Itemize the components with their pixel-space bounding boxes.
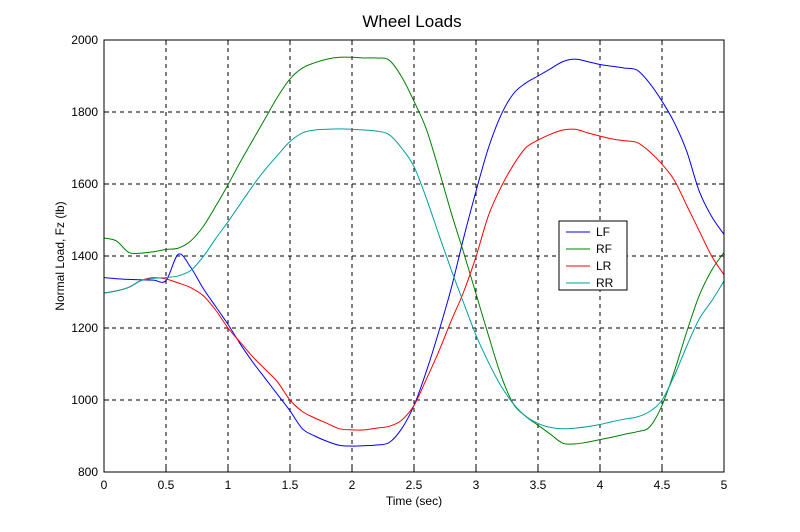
y-tick-label: 1000: [71, 393, 98, 407]
grid: [104, 40, 724, 472]
legend: LF RF LR RR: [558, 220, 628, 291]
x-tick-label: 3.5: [530, 478, 547, 492]
x-tick-label: 2.5: [406, 478, 423, 492]
legend-label-lr: LR: [596, 259, 612, 273]
x-tick-label: 1.5: [282, 478, 299, 492]
x-tick-label: 0: [101, 478, 108, 492]
y-tick-label: 1600: [71, 177, 98, 191]
y-tick-label: 1400: [71, 249, 98, 263]
x-axis-label: Time (sec): [386, 494, 442, 508]
y-tick-label: 1800: [71, 105, 98, 119]
y-axis-label: Normal Load, Fz (lb): [53, 201, 67, 310]
series-line-rf: [103, 56, 725, 445]
x-tick-label: 0.5: [158, 478, 175, 492]
y-tick-label: 2000: [71, 33, 98, 47]
legend-label-lf: LF: [596, 225, 610, 239]
legend-label-rf: RF: [596, 242, 612, 256]
legend-box: [558, 220, 628, 291]
y-tick-label: 800: [78, 465, 98, 479]
series-lines: [103, 56, 725, 447]
series-line-rr: [103, 128, 725, 430]
y-tick-label: 1200: [71, 321, 98, 335]
ticks: 0 0.5 1 1.5 2 2.5 3 3.5 4 4.5 5 800 1000 1200 1400 1600…: [71, 33, 727, 492]
chart-title: Wheel Loads: [362, 12, 461, 31]
x-tick-label: 4.5: [654, 478, 671, 492]
x-tick-label: 3: [473, 478, 480, 492]
x-tick-label: 4: [597, 478, 604, 492]
series-line-lr: [103, 128, 725, 431]
series-line-lf: [103, 58, 725, 447]
x-tick-label: 2: [349, 478, 356, 492]
legend-label-rr: RR: [596, 276, 614, 290]
x-tick-label: 1: [225, 478, 232, 492]
x-tick-label: 5: [721, 478, 728, 492]
